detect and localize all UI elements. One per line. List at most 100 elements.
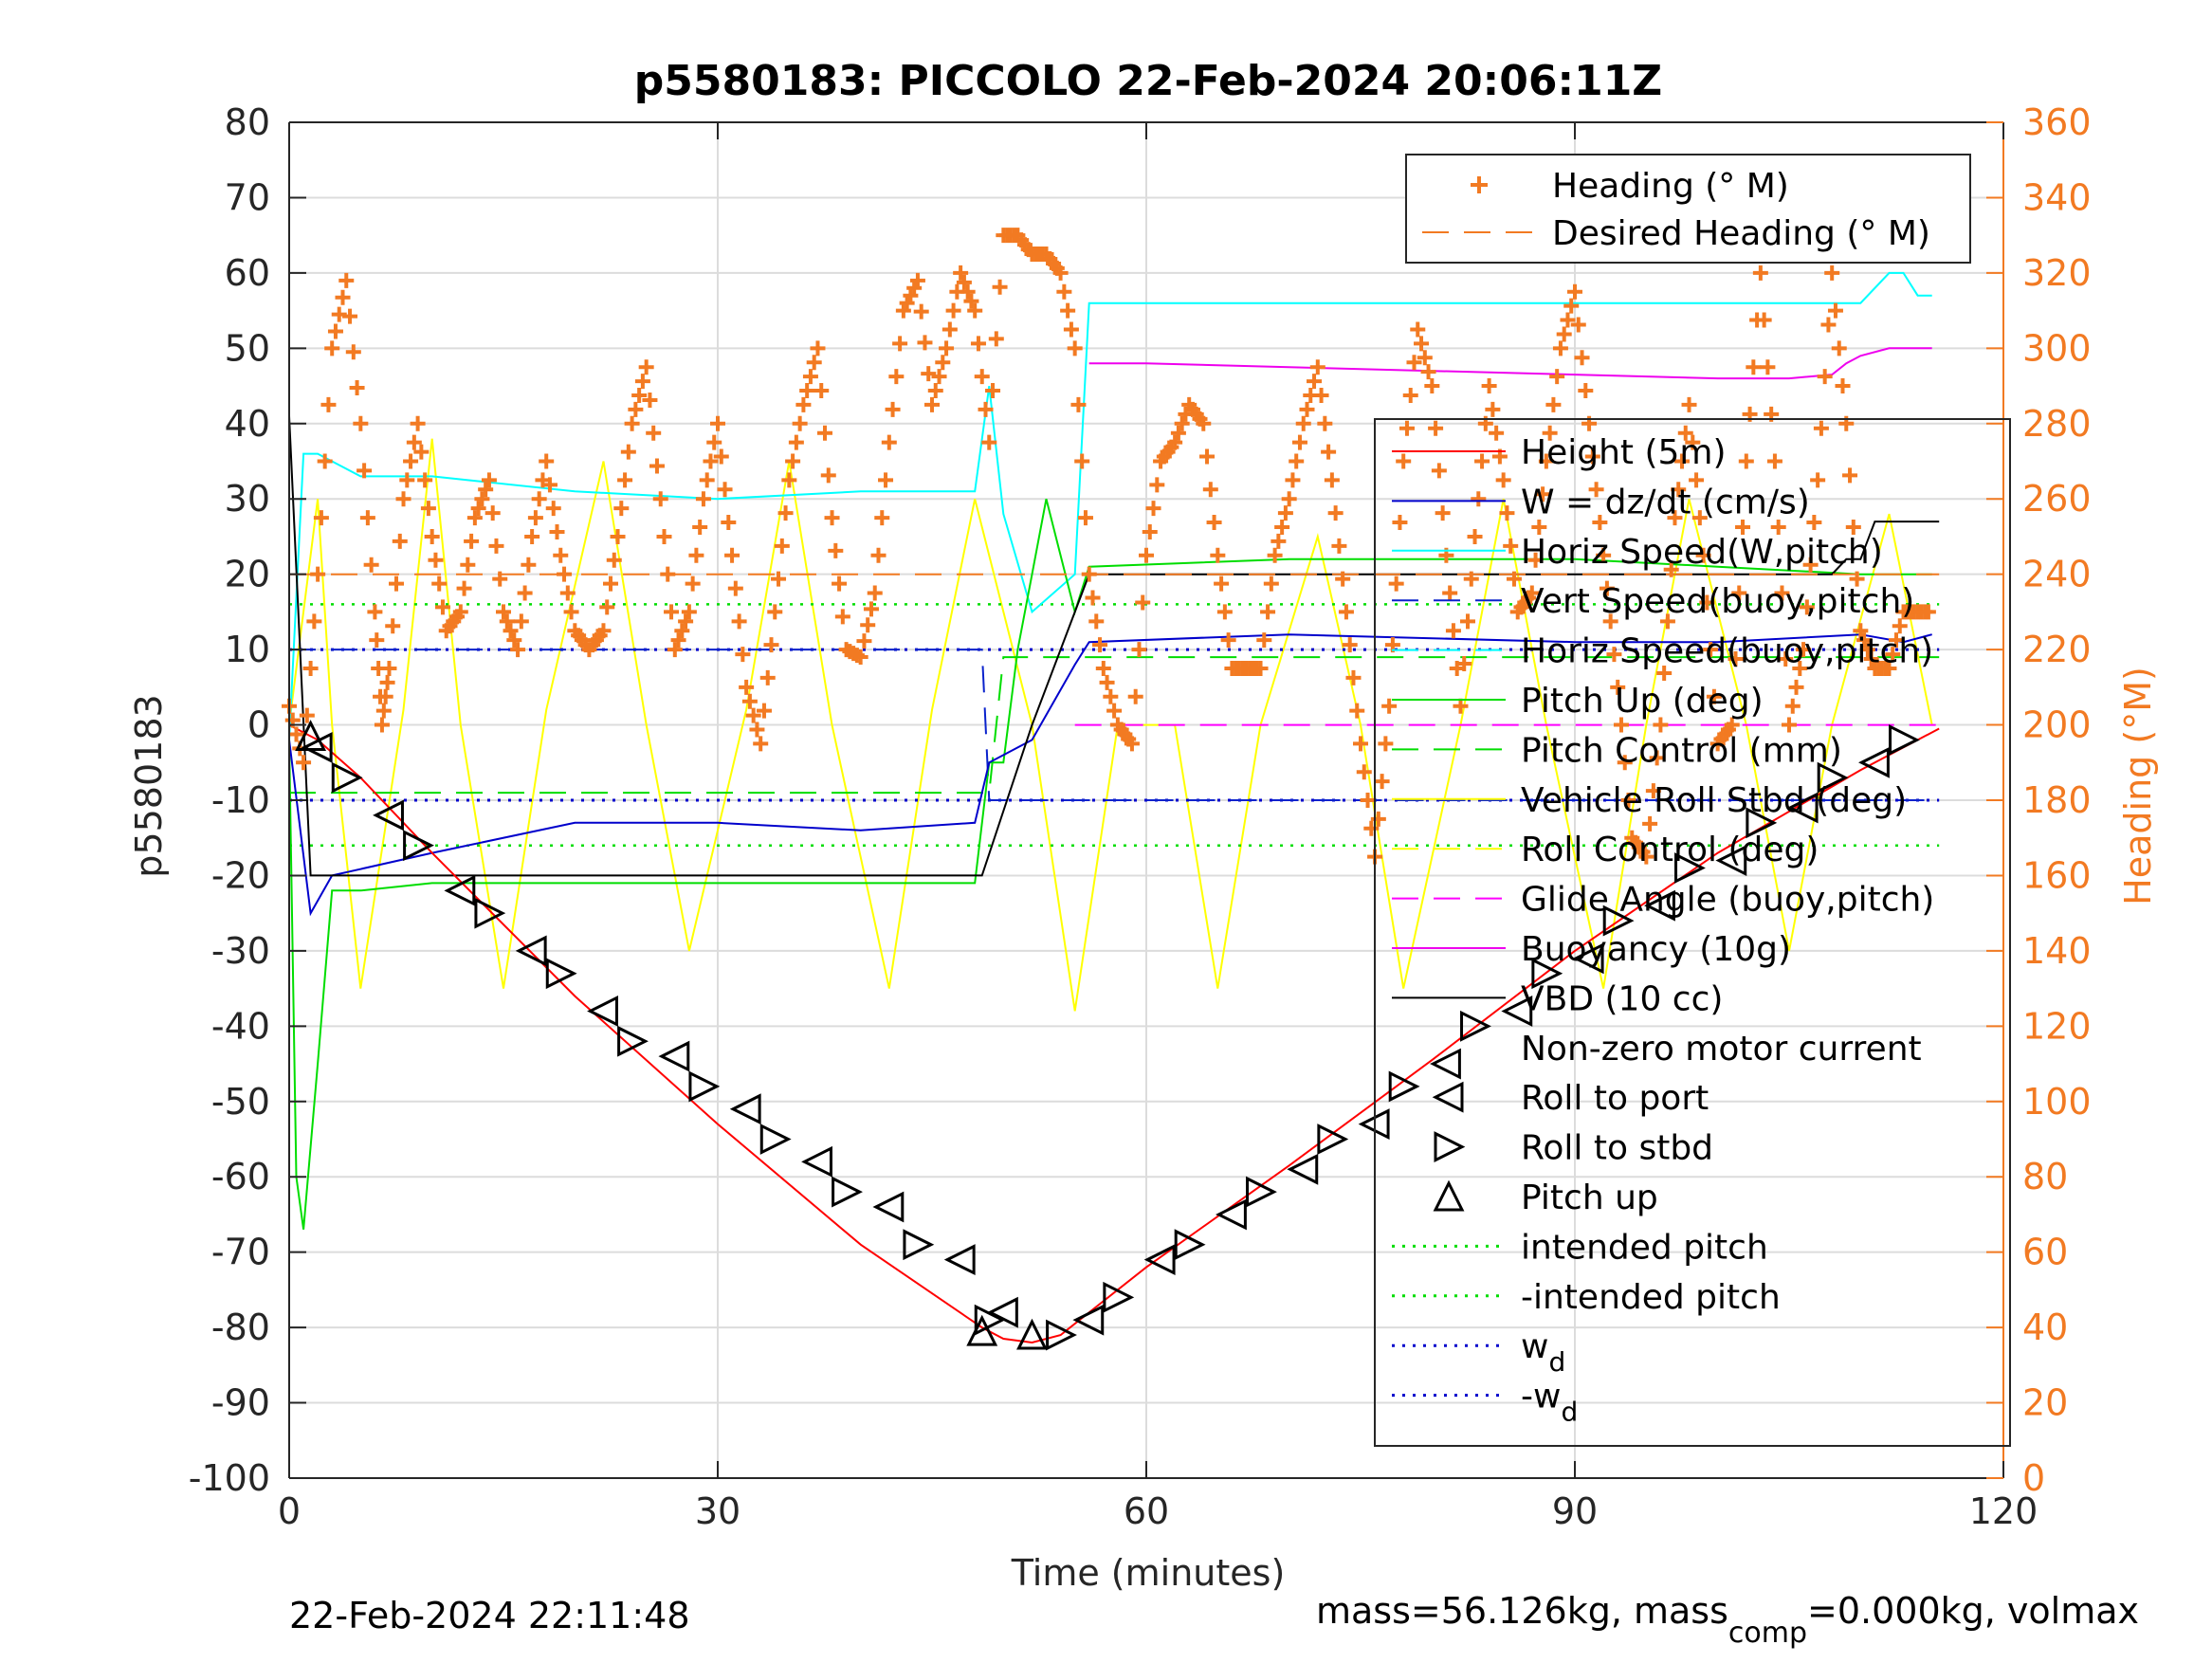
heading-marker <box>706 434 722 450</box>
y-tick-label: -60 <box>211 1156 270 1197</box>
heading-marker <box>1556 326 1572 342</box>
heading-marker <box>496 604 511 620</box>
heading-marker <box>703 453 719 469</box>
heading-marker <box>1442 585 1458 601</box>
heading-marker <box>935 355 951 371</box>
heading-marker <box>856 633 872 649</box>
heading-marker <box>745 707 761 723</box>
heading-marker <box>1356 764 1372 780</box>
heading-marker <box>521 557 537 573</box>
series-vert-speed-buoy <box>289 649 1940 801</box>
y-tick-label: -90 <box>211 1382 270 1424</box>
legend-pitch-up-marker <box>1433 1179 1465 1212</box>
legend-main-label: W = dz/dt (cm/s) <box>1521 483 1810 521</box>
axes-layer: 0 30 60 90 12080706050403020100-10-20-30-40-… <box>189 101 2092 1532</box>
heading-marker <box>956 274 972 290</box>
heading-marker <box>1103 688 1119 704</box>
heading-marker <box>1691 510 1708 526</box>
heading-marker <box>306 613 322 630</box>
chart-title: p5580183: PICCOLO 22-Feb-2024 20:06:11Z <box>634 57 1662 105</box>
heading-marker <box>1267 547 1283 563</box>
heading-marker <box>753 736 769 752</box>
heading-marker <box>1149 477 1165 493</box>
heading-marker <box>1428 420 1444 436</box>
heading-marker <box>1778 651 1794 667</box>
heading-marker <box>603 576 618 592</box>
heading-marker <box>481 472 497 488</box>
legend-main-label: Pitch Control (mm) <box>1521 731 1842 770</box>
heading-marker <box>1792 660 1808 676</box>
heading-marker <box>620 444 636 460</box>
pitch-up-marker <box>966 1314 998 1346</box>
heading-marker <box>1338 604 1354 620</box>
heading-marker <box>1602 613 1618 630</box>
heading-marker <box>1174 415 1190 431</box>
heading-marker <box>1052 265 1069 281</box>
series-roll <box>288 438 1933 1012</box>
footer-mass-subscript: comp <box>1728 1617 1807 1650</box>
heading-marker <box>953 265 969 281</box>
heading-marker <box>1456 656 1472 672</box>
heading-marker <box>1378 736 1394 752</box>
marker-layer <box>295 720 1920 1351</box>
heading-marker <box>492 571 508 587</box>
heading-marker <box>1567 283 1582 300</box>
heading-marker <box>377 688 393 704</box>
heading-marker <box>499 613 515 630</box>
legend-heading-box <box>1405 154 1971 264</box>
heading-marker <box>434 599 450 615</box>
heading-marker <box>1817 369 1833 385</box>
heading-marker <box>338 272 355 288</box>
heading-marker <box>881 434 897 450</box>
heading-marker <box>1445 623 1461 639</box>
footer-mass-info: mass=56.126kg, masscomp=0.000kg, volmax <box>1316 1590 2139 1650</box>
heading-marker <box>374 717 390 733</box>
heading-marker <box>349 380 365 396</box>
heading-marker <box>1214 576 1230 592</box>
heading-marker <box>1381 698 1398 714</box>
heading-marker <box>1167 434 1183 450</box>
heading-marker <box>1085 590 1101 606</box>
heading-marker <box>1106 703 1123 719</box>
y-tick-label: 20 <box>225 554 270 595</box>
heading-marker <box>1388 576 1404 592</box>
heading-marker <box>1260 604 1276 620</box>
footer-mass-suffix: =0.000kg, volmax <box>1807 1590 2139 1632</box>
roll-to-port-marker <box>301 731 333 763</box>
heading-marker <box>1920 604 1936 620</box>
roll-to-stbd-marker <box>474 897 506 929</box>
heading-marker <box>1202 482 1218 498</box>
heading-marker <box>788 434 804 450</box>
legend-roll-port-marker <box>1432 1081 1464 1113</box>
x-tick-label: 30 <box>695 1490 740 1532</box>
legend-heading-label: Heading (° M) <box>1552 167 1789 206</box>
heading-marker <box>310 566 326 582</box>
heading-marker <box>688 547 704 563</box>
y-axis-right-label: Heading (°M) <box>2117 667 2159 905</box>
heading-marker <box>638 359 654 375</box>
heading-marker <box>685 576 701 592</box>
heading-marker <box>375 703 392 719</box>
heading-marker <box>1570 317 1586 333</box>
roll-to-port-marker <box>1501 996 1533 1027</box>
heading-marker <box>1560 312 1576 328</box>
series-depth <box>288 723 1940 1344</box>
heading-marker <box>1599 580 1615 596</box>
heading-marker <box>1295 415 1311 431</box>
roll-to-port-marker <box>587 996 618 1027</box>
x-tick-label: 120 <box>1969 1490 2038 1532</box>
y-right-tick-label: 160 <box>2022 854 2092 896</box>
heading-marker <box>1327 505 1344 521</box>
heading-marker <box>1074 453 1090 469</box>
y-right-tick-label: 200 <box>2022 704 2092 746</box>
heading-marker <box>1256 632 1272 649</box>
legend-main-label: Glide Angle (buoy,pitch) <box>1521 881 1934 920</box>
heading-marker <box>1467 528 1483 544</box>
heading-marker <box>1799 599 1815 615</box>
heading-marker <box>553 547 569 563</box>
y-right-tick-label: 100 <box>2022 1081 2092 1123</box>
legend-main-label: -intended pitch <box>1521 1278 1781 1317</box>
heading-marker <box>771 571 787 587</box>
